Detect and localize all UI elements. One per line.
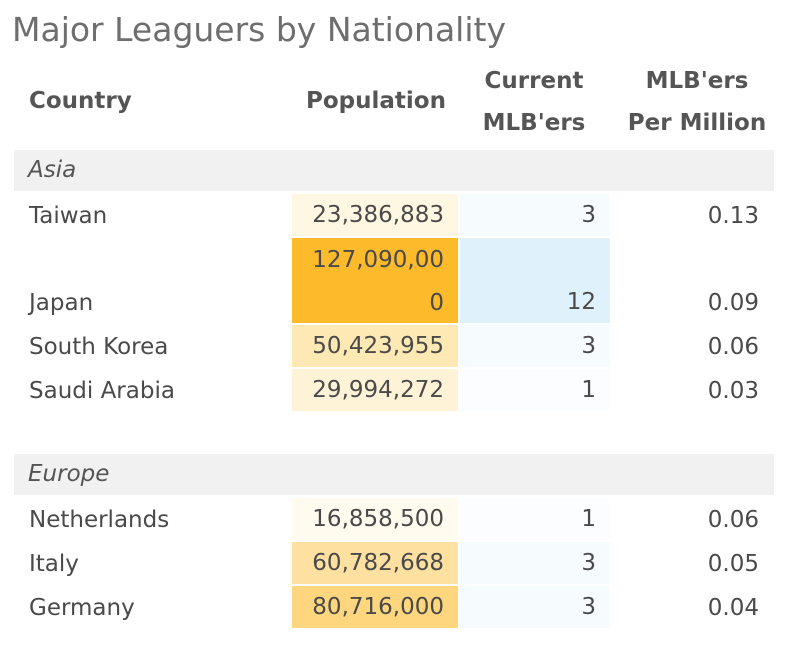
mlbers-value: 3 (581, 202, 596, 228)
mlbers-cell: 3 (460, 542, 610, 584)
header-per-million-line2: Per Million (627, 110, 767, 136)
header-mlbers: Current MLB'ers (466, 60, 602, 144)
mlbers-cell: 3 (460, 586, 610, 628)
population-cell: 60,782,668 (292, 542, 458, 584)
per-million-cell: 0.13 (707, 203, 759, 229)
country-cell: Taiwan (29, 203, 108, 229)
mlbers-cell: 1 (460, 369, 610, 411)
population-cell: 23,386,883 (292, 194, 458, 236)
header-per-million-line1: MLB'ers (645, 68, 749, 94)
per-million-cell: 0.06 (707, 334, 759, 360)
mlbers-value: 12 (566, 289, 596, 315)
population-cell: 127,090,00 0 (292, 238, 458, 323)
country-cell: Japan (29, 290, 94, 316)
population-cell: 80,716,000 (292, 586, 458, 628)
section-label: Europe (28, 461, 110, 487)
population-cell: 29,994,272 (292, 369, 458, 411)
section-header-europe: Europe (14, 454, 774, 495)
country-cell: Italy (29, 551, 79, 577)
mlbers-value: 3 (581, 550, 596, 576)
per-million-cell: 0.05 (707, 551, 759, 577)
chart-title: Major Leaguers by Nationality (12, 10, 506, 49)
mlbers-value: 1 (581, 377, 596, 403)
mlbers-value: 3 (581, 333, 596, 359)
header-country: Country (29, 88, 132, 114)
population-value-line2: 0 (429, 290, 444, 316)
section-header-asia: Asia (14, 150, 774, 191)
header-mlbers-line2: MLB'ers (482, 110, 586, 136)
per-million-cell: 0.03 (707, 378, 759, 404)
country-cell: Germany (29, 595, 135, 621)
population-cell: 16,858,500 (292, 498, 458, 540)
header-population: Population (306, 88, 446, 114)
per-million-cell: 0.06 (707, 507, 759, 533)
mlbers-cell: 12 (460, 238, 610, 323)
mlbers-value: 3 (581, 594, 596, 620)
header-mlbers-line1: Current (484, 68, 584, 94)
mlbers-value: 1 (581, 506, 596, 532)
population-cell: 50,423,955 (292, 325, 458, 367)
country-cell: South Korea (29, 334, 169, 360)
per-million-cell: 0.04 (707, 595, 759, 621)
header-per-million: MLB'ers Per Million (620, 60, 774, 144)
country-cell: Saudi Arabia (29, 378, 175, 404)
section-label: Asia (28, 157, 77, 183)
mlbers-cell: 1 (460, 498, 610, 540)
mlbers-cell: 3 (460, 194, 610, 236)
population-value-line1: 127,090,00 (312, 247, 444, 273)
per-million-cell: 0.09 (707, 290, 759, 316)
mlbers-cell: 3 (460, 325, 610, 367)
country-cell: Netherlands (29, 507, 170, 533)
